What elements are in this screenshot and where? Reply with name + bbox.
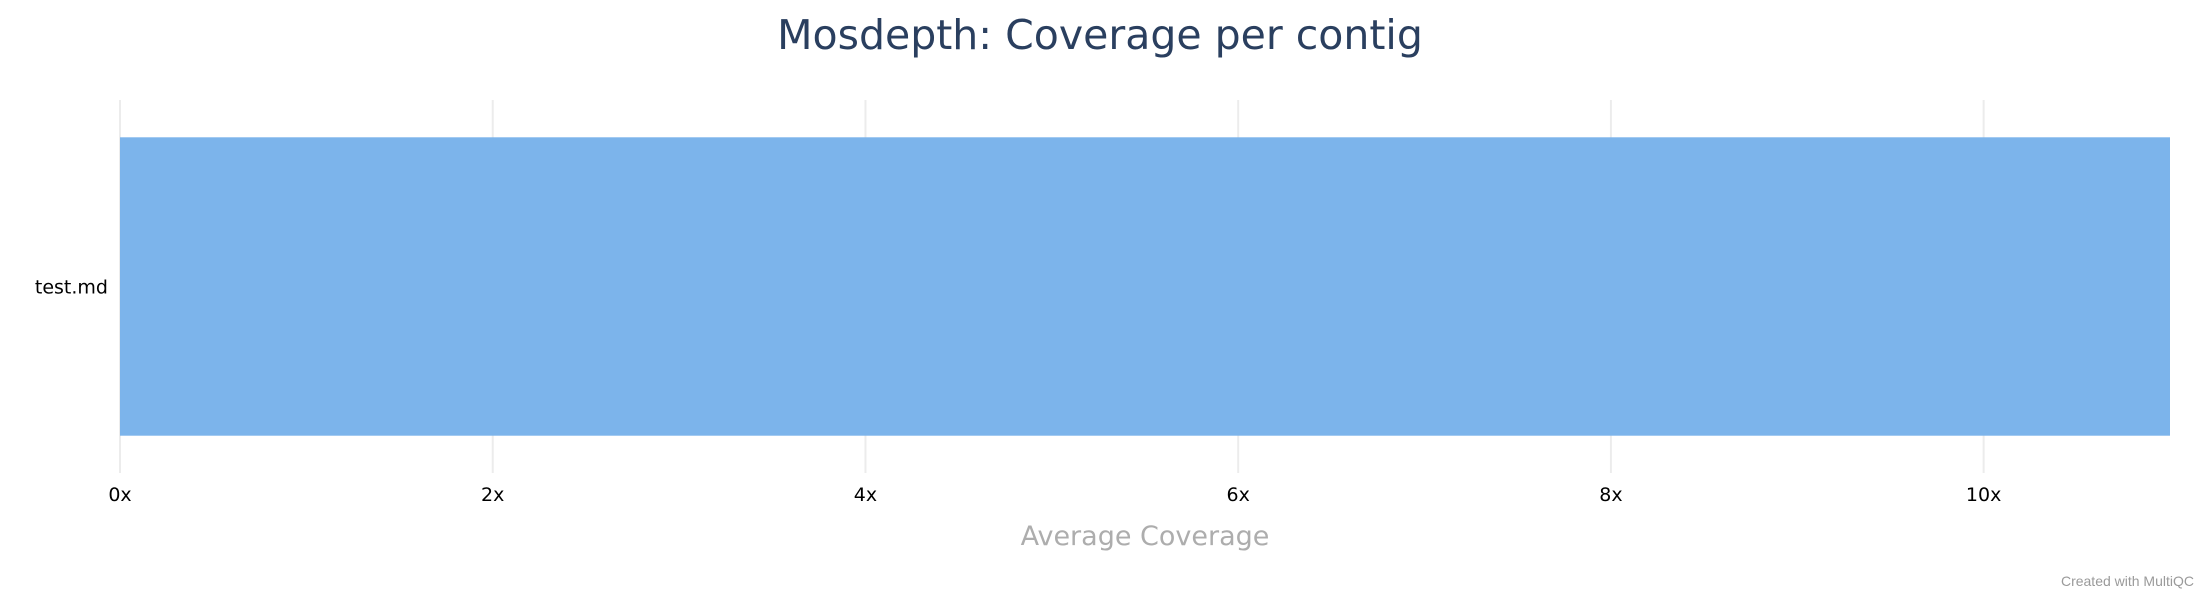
x-tick-label-2: 4x [854, 484, 877, 506]
x-tick-label-0: 0x [108, 484, 131, 506]
chart-title: Mosdepth: Coverage per contig [777, 11, 1423, 59]
y-tick-label-0: test.md [35, 277, 108, 299]
x-tick-label-5: 10x [1966, 484, 2001, 506]
bar-test.md[interactable] [120, 137, 2170, 436]
credit-text: Created with MultiQC [2061, 573, 2194, 589]
x-tick-labels: 0x 2x 4x 6x 8x 10x [108, 484, 2001, 506]
y-tick-labels: test.md [35, 277, 108, 299]
x-tick-label-1: 2x [481, 484, 504, 506]
x-tick-label-3: 6x [1227, 484, 1250, 506]
bars [120, 137, 2170, 436]
x-tick-label-4: 8x [1599, 484, 1622, 506]
x-axis-title: Average Coverage [1021, 521, 1270, 552]
